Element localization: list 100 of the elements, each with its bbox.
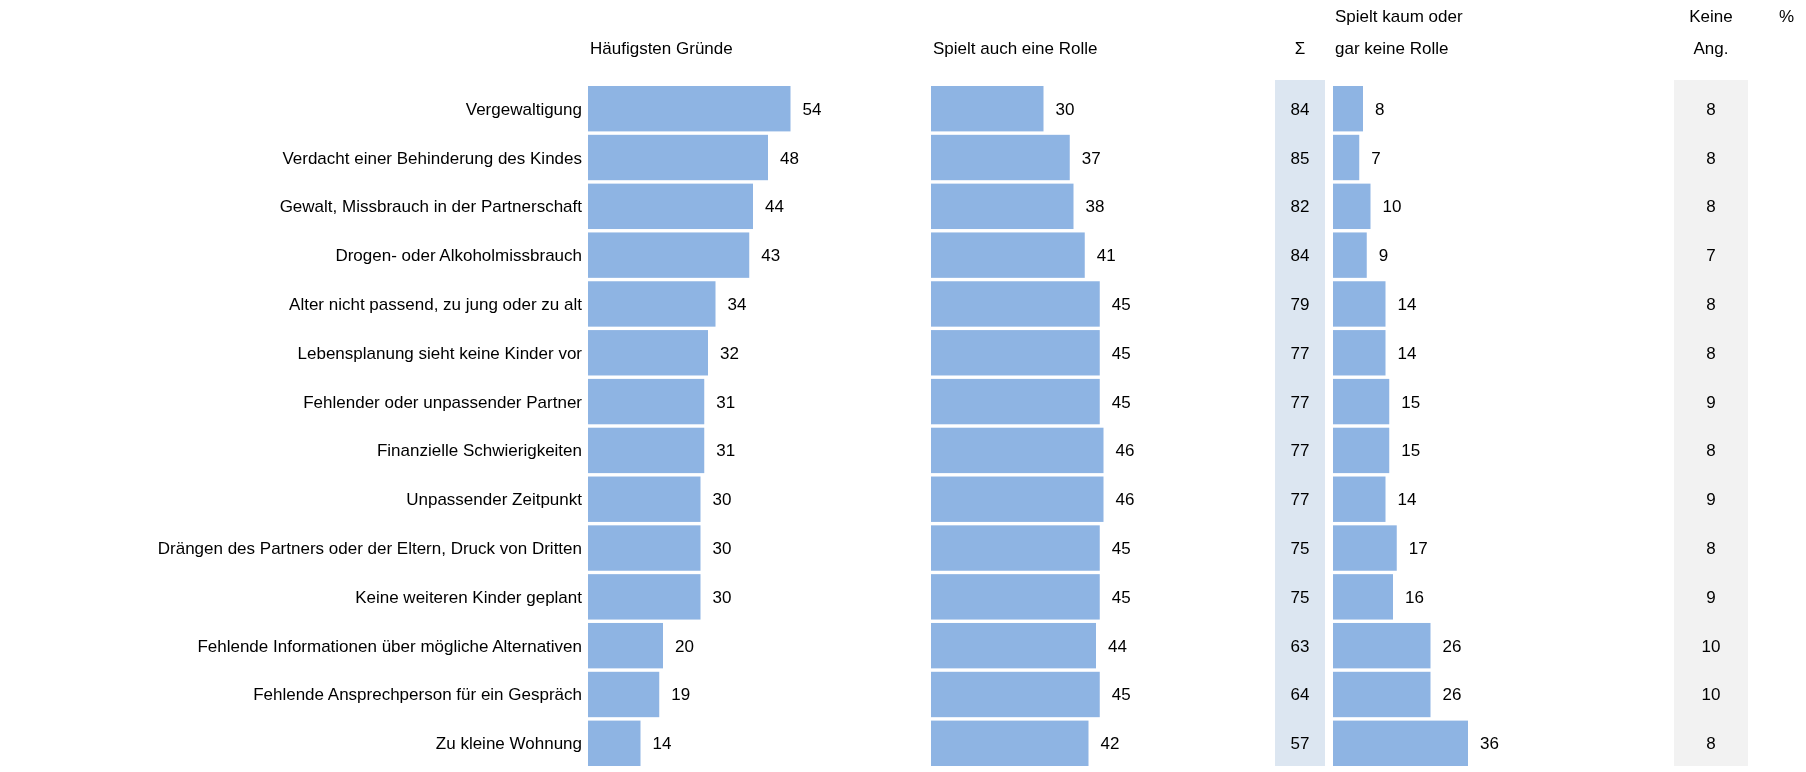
text: Σ <box>1294 39 1306 58</box>
bar <box>931 476 1104 522</box>
data-label: 30 <box>712 539 732 559</box>
data-label: 15 <box>1401 392 1421 412</box>
data-label: 45 <box>1111 539 1131 559</box>
data-label: 14 <box>652 734 672 754</box>
data-label: 45 <box>1111 685 1131 705</box>
bar <box>931 378 1100 425</box>
data-label: 64 <box>1290 685 1310 705</box>
data-label: 8 <box>1706 539 1716 559</box>
data-label: 9 <box>1378 246 1389 266</box>
data-label: 43 <box>761 246 781 266</box>
data-label: 41 <box>1096 246 1116 266</box>
data-label: 10 <box>1382 197 1402 217</box>
data-label: 10 <box>1701 636 1721 656</box>
bar <box>588 330 708 376</box>
bar <box>931 525 1100 571</box>
data-label: 45 <box>1111 343 1131 363</box>
bar <box>1333 427 1390 474</box>
data-label: 84 <box>1290 99 1310 119</box>
chart-title: Spielt kaum oder gar keine Rolle <box>1335 7 1463 58</box>
bar <box>931 134 1070 181</box>
bar <box>588 476 701 522</box>
bar <box>1333 525 1397 571</box>
y-tick-label: Fehlende Ansprechperson für ein Gespräch <box>253 685 582 705</box>
data-label: 31 <box>716 392 736 412</box>
y-tick-label: Finanzielle Schwierigkeiten <box>376 441 582 461</box>
y-tick-label: Vergewaltigung <box>465 99 582 119</box>
data-label: 77 <box>1290 490 1310 510</box>
data-label: 79 <box>1290 294 1310 314</box>
data-label: 15 <box>1401 441 1421 461</box>
data-label: 8 <box>1706 197 1716 217</box>
bar <box>588 671 660 718</box>
bar <box>931 671 1100 718</box>
data-label: 8 <box>1706 734 1716 754</box>
data-label: 9 <box>1706 392 1716 412</box>
data-label: 30 <box>1055 99 1075 119</box>
data-label: 57 <box>1290 734 1310 754</box>
data-label: 30 <box>712 587 732 607</box>
data-label: 48 <box>780 148 799 168</box>
data-label: 34 <box>727 294 747 314</box>
y-tick-label: Keine weiteren Kinder geplant <box>355 587 583 607</box>
data-label: 38 <box>1085 197 1105 217</box>
data-label: 82 <box>1290 197 1310 217</box>
bar <box>588 525 701 571</box>
chart-title: Spielt auch eine Rolle <box>933 39 1098 58</box>
data-label: 37 <box>1081 148 1101 168</box>
data-label: 36 <box>1480 734 1499 754</box>
data-label: 14 <box>1397 490 1417 510</box>
y-tick-label: Fehlender oder unpassender Partner <box>303 392 583 412</box>
data-label: 32 <box>720 343 739 363</box>
data-label: 20 <box>675 636 694 656</box>
bar <box>1333 330 1386 376</box>
data-label: 9 <box>1706 587 1716 607</box>
bar <box>931 720 1089 766</box>
data-label: 19 <box>671 685 691 705</box>
bar <box>588 86 791 132</box>
y-tick-label: Zu kleine Wohnung <box>435 734 582 754</box>
bar <box>588 281 716 327</box>
data-label: 54 <box>802 99 822 119</box>
bar <box>931 281 1100 327</box>
bar <box>931 232 1085 278</box>
bar <box>1333 281 1386 327</box>
data-label: 8 <box>1706 148 1716 168</box>
bar <box>1333 86 1363 132</box>
y-tick-label: Lebensplanung sieht keine Kinder vor <box>297 343 583 363</box>
data-label: 46 <box>1115 441 1135 461</box>
y-tick-label: Alter nicht passend, zu jung oder zu alt <box>289 294 583 314</box>
bar <box>931 427 1104 474</box>
data-label: 77 <box>1290 343 1310 363</box>
bar <box>1333 134 1360 181</box>
bar <box>1333 574 1393 620</box>
bar <box>931 330 1100 376</box>
data-label: 77 <box>1290 392 1310 412</box>
bar <box>588 720 641 766</box>
bar <box>931 183 1074 230</box>
bar <box>1333 183 1371 230</box>
data-label: 8 <box>1706 343 1716 363</box>
data-label: 17 <box>1408 539 1428 559</box>
data-label: 45 <box>1111 587 1131 607</box>
data-label: 31 <box>716 441 736 461</box>
data-label: 46 <box>1115 490 1135 510</box>
data-label: 8 <box>1706 441 1716 461</box>
y-tick-label: Fehlende Informationen über mögliche Alternativen <box>197 636 582 656</box>
bar <box>588 427 705 474</box>
data-label: 84 <box>1290 246 1310 266</box>
y-tick-label: Drogen- oder Alkoholmissbrauch <box>335 246 582 266</box>
data-label: 75 <box>1290 539 1310 559</box>
data-label: 75 <box>1290 587 1310 607</box>
data-label: 45 <box>1111 392 1131 412</box>
data-label: 63 <box>1290 636 1310 656</box>
data-label: 45 <box>1111 294 1131 314</box>
y-tick-label: Drängen des Partners oder der Eltern, Druck von Dritten <box>157 539 582 559</box>
data-label: 14 <box>1397 343 1417 363</box>
bar <box>931 622 1096 669</box>
bar <box>1333 378 1390 425</box>
data-label: 16 <box>1405 587 1424 607</box>
data-label: 7 <box>1706 246 1716 266</box>
bar <box>588 378 705 425</box>
bar <box>1333 232 1367 278</box>
